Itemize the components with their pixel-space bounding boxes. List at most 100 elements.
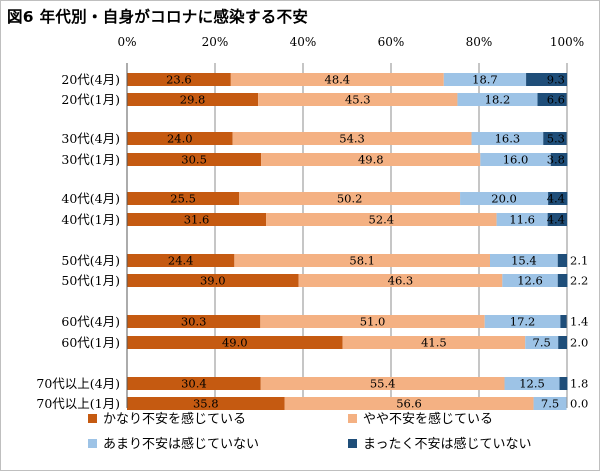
bar-segment [298, 274, 503, 287]
legend-label: あまり不安は感じていない [103, 437, 260, 452]
legend-swatch [348, 439, 357, 448]
data-label: 54.3 [339, 132, 365, 146]
legend-label: かなり不安を感じている [103, 412, 247, 427]
bar-segment [261, 153, 481, 166]
data-label: 4.4 [547, 213, 565, 227]
legend-swatch [88, 439, 97, 448]
data-label: 2.1 [570, 254, 588, 268]
category-label: 30代(1月) [61, 152, 120, 167]
data-label: 55.4 [370, 377, 396, 391]
bar-segment [127, 192, 240, 205]
bar-segment [525, 336, 559, 349]
bar-segment [484, 315, 561, 328]
bar-segment [127, 315, 261, 328]
bar-segment [547, 213, 567, 226]
data-label: 15.4 [511, 254, 537, 268]
data-label: 41.5 [421, 336, 447, 350]
legend-item: やや不安を感じている [348, 411, 493, 429]
x-tick-label: 40% [290, 35, 317, 49]
x-tick-label: 20% [202, 35, 229, 49]
bar-segment [559, 377, 568, 390]
bar-segment [234, 254, 490, 267]
data-label: 16.0 [503, 153, 529, 167]
data-label: 31.6 [184, 213, 210, 227]
data-label: 30.5 [181, 153, 207, 167]
data-label: 45.3 [345, 93, 371, 107]
bar-segment [127, 153, 262, 166]
data-label: 49.0 [222, 336, 248, 350]
data-label: 24.4 [168, 254, 194, 268]
data-label: 16.3 [495, 132, 521, 146]
bar-segment [342, 336, 526, 349]
legend-label: やや不安を感じている [363, 412, 494, 427]
data-label: 25.5 [170, 192, 196, 206]
bar-segment [496, 213, 548, 226]
bar-segment [127, 254, 235, 267]
x-tick-label: 60% [378, 35, 405, 49]
category-label: 50代(1月) [61, 273, 120, 288]
x-tick-label: 0% [117, 35, 136, 49]
bar-segment [127, 73, 231, 86]
chart-title: 図6 年代別・自身がコロナに感染する不安 [7, 8, 309, 26]
category-label: 60代(1月) [61, 335, 120, 350]
data-label: 23.6 [166, 73, 192, 87]
data-label: 35.8 [193, 397, 219, 411]
bar-segment [127, 274, 299, 287]
bar-segment [127, 132, 233, 145]
bar-segment [239, 192, 461, 205]
data-label: 24.0 [167, 132, 193, 146]
category-label: 50代(4月) [61, 253, 120, 268]
category-label: 70代以上(1月) [36, 396, 120, 411]
legend-label: まったく不安は感じていない [363, 437, 532, 452]
bar-segment [284, 397, 534, 410]
legend: かなり不安を感じている やや不安を感じているあまり不安は感じていない まったく不安は… [88, 411, 568, 467]
data-label: 9.3 [547, 73, 565, 87]
bar-segment [260, 315, 485, 328]
bar-segment [502, 274, 558, 287]
data-label: 29.8 [180, 93, 206, 107]
data-label: 58.1 [349, 254, 375, 268]
bar-segment [127, 213, 267, 226]
legend-item: まったく不安は感じていない [348, 436, 531, 454]
data-label: 1.4 [570, 315, 588, 329]
data-label: 12.6 [517, 274, 543, 288]
bar-segment [533, 397, 567, 410]
data-label: 30.4 [181, 377, 207, 391]
x-tick-label: 80% [466, 35, 493, 49]
data-label: 46.3 [388, 274, 414, 288]
bar-segment [504, 377, 560, 390]
legend-swatch [348, 414, 357, 423]
bar-segment [258, 93, 458, 106]
bar-segment [557, 274, 568, 287]
data-label: 7.5 [541, 397, 559, 411]
data-label: 0.0 [570, 397, 588, 411]
bar-segment [266, 213, 497, 226]
data-label: 3.8 [547, 153, 565, 167]
data-label: 5.3 [547, 132, 565, 146]
data-label: 2.0 [570, 336, 588, 350]
bar-segment [230, 73, 444, 86]
category-label: 20代(4月) [61, 72, 120, 87]
bar-segment [457, 93, 538, 106]
category-label: 30代(4月) [61, 131, 120, 146]
data-label: 6.6 [547, 93, 565, 107]
bar-segment [558, 336, 567, 349]
data-label: 18.2 [485, 93, 511, 107]
bar-segment [537, 93, 567, 106]
bar-segment [443, 73, 527, 86]
category-label: 40代(4月) [61, 191, 120, 206]
bar-segment [127, 397, 285, 410]
category-label: 60代(4月) [61, 314, 120, 329]
data-label: 39.0 [200, 274, 226, 288]
data-label: 50.2 [337, 192, 363, 206]
data-label: 18.7 [472, 73, 498, 87]
data-label: 52.4 [369, 213, 395, 227]
data-label: 11.6 [509, 213, 535, 227]
bar-segment [260, 377, 505, 390]
bar-segment [526, 73, 567, 86]
bar-segment [460, 192, 549, 205]
data-label: 30.3 [181, 315, 207, 329]
bar-segment [543, 132, 567, 145]
data-label: 17.2 [510, 315, 536, 329]
